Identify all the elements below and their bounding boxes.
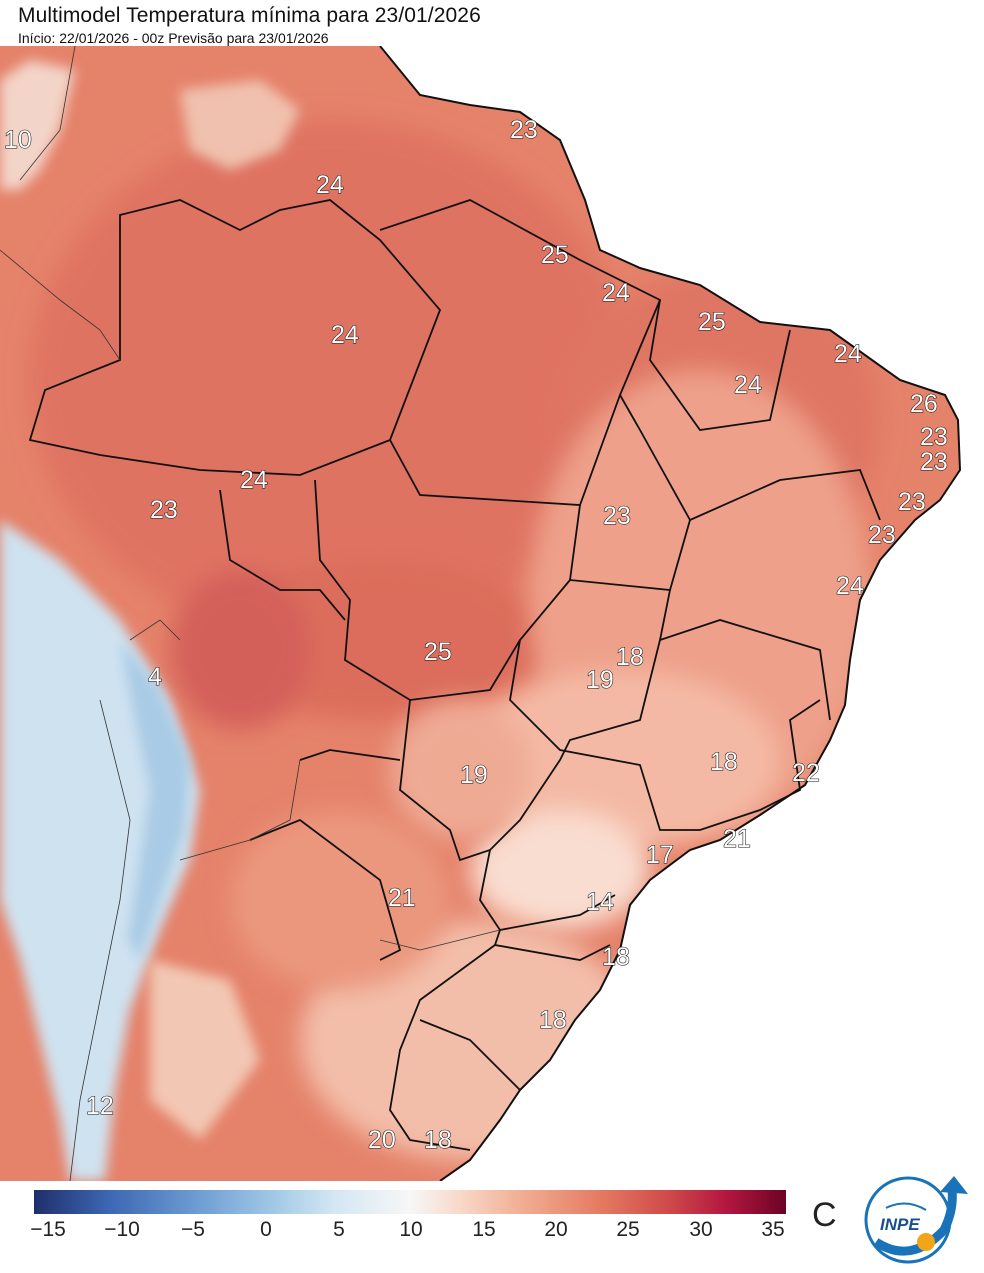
colorbar-tick: −5	[181, 1218, 205, 1241]
temp-label: 18	[602, 943, 630, 971]
colorbar-tick: 5	[333, 1218, 345, 1241]
temperature-labels: 10 24 23 25 24 24 25 24 24 26 23 23 23 2…	[3, 115, 948, 1154]
temp-label: 22	[792, 759, 820, 787]
colorbar-unit: C	[812, 1196, 837, 1234]
map-subtitle: Início: 22/01/2026 - 00z Previsão para 2…	[18, 30, 329, 46]
temp-label: 14	[586, 888, 614, 916]
temp-label: 23	[920, 423, 948, 451]
temp-label: 24	[734, 371, 762, 399]
temp-label: 10	[4, 126, 32, 154]
temp-label: 25	[698, 308, 726, 336]
temp-label: 23	[603, 502, 631, 530]
temp-label: 21	[723, 825, 751, 853]
country-borders	[0, 46, 501, 1181]
colorbar	[34, 1190, 786, 1214]
temp-label: 19	[460, 761, 488, 789]
temp-label: 25	[424, 638, 452, 666]
temp-label: 17	[646, 841, 674, 869]
colorbar-tick: 10	[399, 1218, 423, 1241]
temp-label: 21	[388, 884, 416, 912]
land-fill	[0, 46, 960, 1181]
logo-text: INPE	[880, 1215, 920, 1234]
temp-label: 26	[910, 390, 938, 418]
temp-label: 24	[836, 572, 864, 600]
temp-label: 18	[710, 748, 738, 776]
temp-label: 23	[510, 116, 538, 144]
inpe-logo: INPE	[864, 1176, 968, 1264]
temp-label: 24	[316, 171, 344, 199]
temp-label: 24	[834, 340, 862, 368]
temp-label: 12	[86, 1092, 114, 1120]
coastline	[379, 46, 962, 1181]
temp-label: 4	[148, 663, 162, 691]
state-borders	[28, 199, 881, 1151]
temp-label: 23	[868, 521, 896, 549]
temperature-map: 10 24 23 25 24 24 25 24 24 26 23 23 23 2…	[0, 46, 962, 1181]
temp-label: 24	[331, 321, 359, 349]
temp-label: 25	[541, 241, 569, 269]
colorbar-tick: −10	[104, 1218, 140, 1241]
colorbar-tick: 25	[616, 1218, 640, 1241]
colorbar-tick: 0	[260, 1218, 272, 1241]
colorbar-tick: 15	[472, 1218, 496, 1241]
temp-label: 18	[539, 1006, 567, 1034]
temp-label: 18	[616, 643, 644, 671]
temp-label: 23	[898, 488, 926, 516]
temp-label: 24	[602, 279, 630, 307]
colorbar-tick: −15	[30, 1218, 66, 1241]
temp-label: 20	[368, 1126, 396, 1154]
map-title: Multimodel Temperatura mínima para 23/01…	[18, 4, 481, 27]
colorbar-tick: 30	[689, 1218, 713, 1241]
colorbar-tick: 35	[761, 1218, 785, 1241]
temp-label: 18	[424, 1126, 452, 1154]
temp-label: 23	[150, 496, 178, 524]
temp-label: 19	[586, 666, 614, 694]
temp-label: 24	[240, 466, 268, 494]
temp-label: 23	[920, 448, 948, 476]
colorbar-tick: 20	[544, 1218, 568, 1241]
